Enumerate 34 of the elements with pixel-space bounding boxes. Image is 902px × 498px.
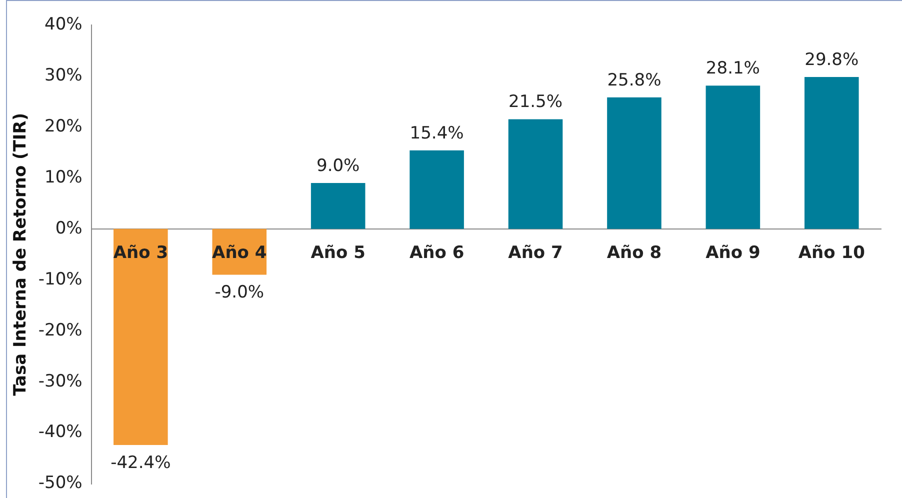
x-tick-label: Año 6 — [409, 242, 464, 263]
y-tick-label: 0% — [55, 218, 82, 238]
bar — [114, 228, 168, 446]
x-tick-label: Año 5 — [310, 242, 366, 263]
bar — [804, 77, 859, 229]
data-label: 15.4% — [410, 123, 464, 144]
y-tick-label: -40% — [38, 422, 82, 442]
bar — [310, 183, 366, 229]
y-tick-label: -30% — [38, 371, 82, 392]
data-label: 25.8% — [607, 70, 662, 90]
bar — [410, 150, 464, 229]
data-label: 21.5% — [508, 92, 563, 112]
x-tick-label: Año 8 — [606, 242, 662, 263]
data-label: 9.0% — [316, 156, 360, 176]
y-tick-label: -20% — [38, 320, 82, 340]
data-label: -42.4% — [110, 452, 171, 473]
y-tick-label: 10% — [44, 167, 82, 188]
x-tick-label: Año 3 — [113, 242, 168, 263]
bar — [607, 97, 662, 229]
x-tick-label: Año 7 — [508, 242, 563, 263]
data-label: -9.0% — [214, 282, 264, 303]
y-tick-label: -50% — [38, 473, 82, 494]
x-tick-label: Año 4 — [212, 242, 267, 263]
y-axis-title: Tasa Interna de Retorno (TIR) — [10, 112, 31, 396]
data-label: 29.8% — [804, 50, 859, 70]
y-tick-label: 40% — [44, 14, 82, 34]
bar — [508, 119, 563, 229]
y-tick-label: -10% — [38, 269, 82, 290]
x-tick-label: Año 9 — [706, 242, 760, 263]
y-tick-label: 20% — [44, 116, 82, 136]
bar — [706, 86, 760, 229]
data-label: 28.1% — [706, 58, 760, 79]
y-tick-label: 30% — [44, 65, 82, 86]
x-tick-label: Año 10 — [798, 242, 866, 263]
